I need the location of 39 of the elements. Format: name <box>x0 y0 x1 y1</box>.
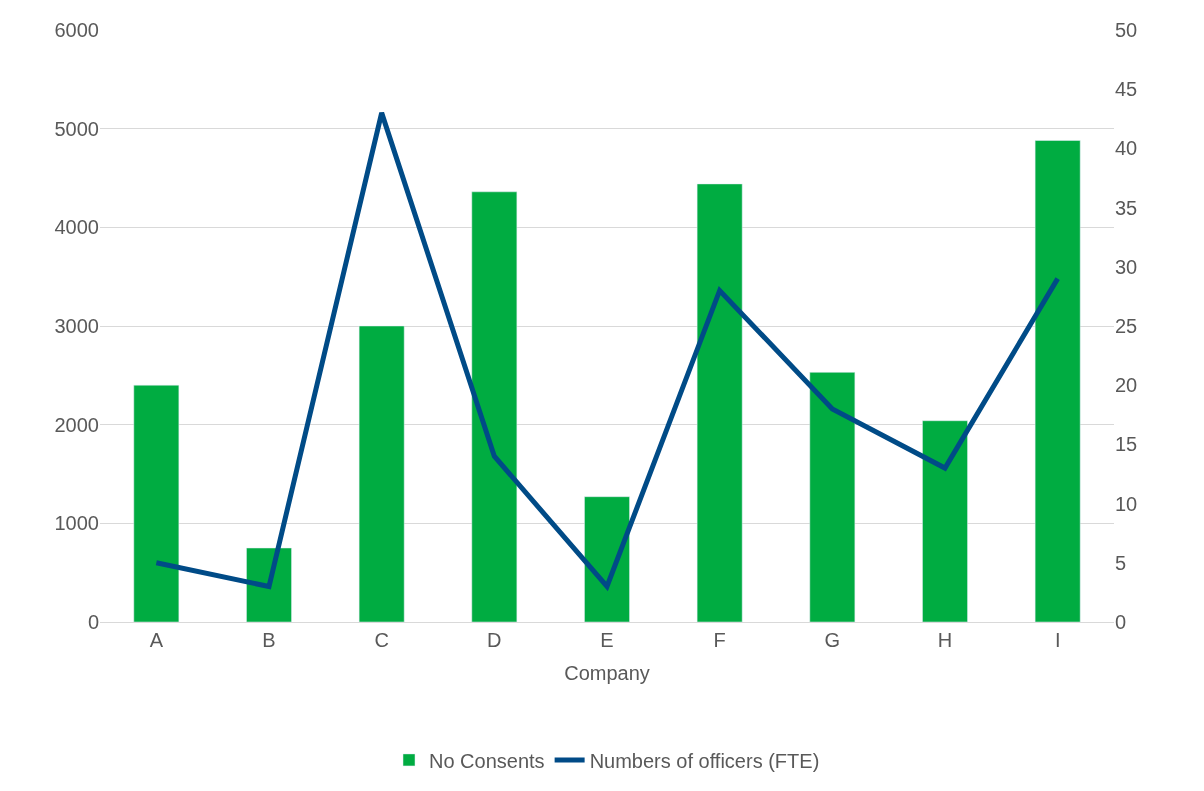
x-tick-label: A <box>149 629 164 651</box>
y-tick-label: 0 <box>87 611 99 633</box>
bar <box>584 496 630 622</box>
y2-tick-label: 35 <box>1115 196 1138 219</box>
bar <box>133 384 180 622</box>
y2-tick-label: 15 <box>1115 433 1138 456</box>
y-tick-label: 1000 <box>54 512 99 535</box>
x-tick-label: G <box>824 629 841 651</box>
y2-tick-label: 50 <box>1115 19 1138 41</box>
y2-tick-label: 10 <box>1115 492 1138 515</box>
y-tick-label: 5000 <box>54 117 99 140</box>
y2-tick-label: 5 <box>1115 551 1127 574</box>
bar <box>922 420 968 622</box>
x-tick-label: B <box>262 629 276 651</box>
y-tick-label: 3000 <box>54 315 99 337</box>
x-tick-label: F <box>713 629 726 651</box>
y2-tick-label: 45 <box>1115 78 1138 101</box>
bar <box>471 191 518 622</box>
bar <box>1034 140 1081 622</box>
y2-tick-label: 40 <box>1115 137 1138 160</box>
x-tick-label: C <box>374 629 389 651</box>
legend-label: Numbers of officers (FTE) <box>589 749 820 772</box>
bar <box>246 547 292 622</box>
x-tick-label: I <box>1054 629 1061 651</box>
y2-tick-label: 20 <box>1115 374 1138 397</box>
x-axis-title: Company <box>564 661 650 684</box>
x-tick-label: H <box>937 629 953 651</box>
bar <box>809 372 856 622</box>
y2-tick-label: 25 <box>1115 315 1138 337</box>
y-tick-label: 2000 <box>54 413 99 436</box>
bar <box>696 183 743 622</box>
legend-label: No Consents <box>429 749 545 772</box>
bar <box>358 325 405 622</box>
x-tick-label: E <box>600 629 614 651</box>
x-tick-label: D <box>487 629 502 651</box>
y2-tick-label: 0 <box>1115 611 1127 633</box>
y-tick-label: 6000 <box>54 19 99 41</box>
y2-tick-label: 30 <box>1115 255 1138 278</box>
y-tick-label: 4000 <box>54 216 99 239</box>
